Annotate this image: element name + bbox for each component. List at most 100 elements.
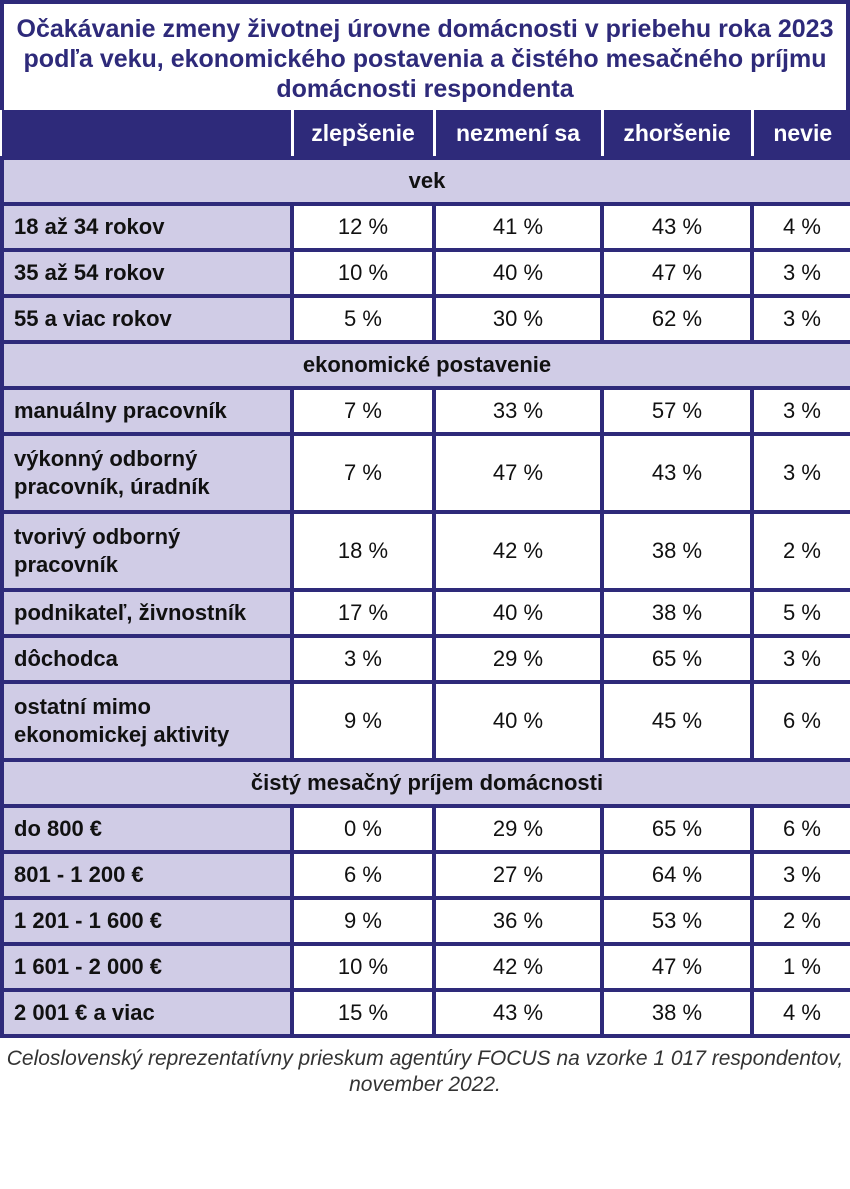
value-cell: 6 % [290, 850, 436, 900]
value-cell: 38 % [600, 988, 754, 1038]
value-cell: 30 % [432, 294, 604, 344]
value-cell: 2 % [750, 510, 850, 592]
row-label: podnikateľ, živnostník [0, 588, 294, 638]
value-cell: 10 % [290, 942, 436, 992]
value-cell: 4 % [750, 988, 850, 1038]
data-table: zlepšenie nezmení sa zhoršenie nevie vek… [0, 110, 850, 1038]
value-cell: 36 % [432, 896, 604, 946]
row-label: manuálny pracovník [0, 386, 294, 436]
section-row: ekonomické postavenie [0, 340, 850, 390]
value-cell: 57 % [600, 386, 754, 436]
row-label: do 800 € [0, 804, 294, 854]
row-label: dôchodca [0, 634, 294, 684]
value-cell: 27 % [432, 850, 604, 900]
value-cell: 3 % [750, 634, 850, 684]
table-row: 1 601 - 2 000 €10 % 42 % 47 % 1 % [0, 942, 850, 992]
value-cell: 43 % [600, 432, 754, 514]
row-label: 2 001 € a viac [0, 988, 294, 1038]
footnote: Celoslovenský reprezentatívny prieskum a… [6, 1047, 844, 1096]
header-blank [2, 110, 294, 158]
value-cell: 47 % [600, 942, 754, 992]
table-row: 1 201 - 1 600 €9 % 36 % 53 % 2 % [0, 896, 850, 946]
table-row: 18 až 34 rokov 12 % 41 % 43 % 4 % [0, 202, 850, 252]
value-cell: 38 % [600, 510, 754, 592]
value-cell: 7 % [290, 432, 436, 514]
value-cell: 12 % [290, 202, 436, 252]
table-row: výkonný odborný pracovník, úradník 7 % 47 … [0, 432, 850, 514]
section-label: vek [0, 156, 850, 206]
value-cell: 6 % [750, 680, 850, 762]
row-label: ostatní mimo ekonomickej aktivity [0, 680, 294, 762]
row-label: 1 601 - 2 000 € [0, 942, 294, 992]
table-row: 55 a viac rokov 5 % 30 % 62 % 3 % [0, 294, 850, 344]
row-label: výkonný odborný pracovník, úradník [0, 432, 294, 514]
value-cell: 43 % [600, 202, 754, 252]
value-cell: 33 % [432, 386, 604, 436]
value-cell: 62 % [600, 294, 754, 344]
value-cell: 41 % [432, 202, 604, 252]
value-cell: 64 % [600, 850, 754, 900]
value-cell: 9 % [290, 896, 436, 946]
value-cell: 3 % [750, 248, 850, 298]
value-cell: 18 % [290, 510, 436, 592]
section-label: čistý mesačný príjem domácnosti [0, 758, 850, 808]
value-cell: 3 % [290, 634, 436, 684]
value-cell: 7 % [290, 386, 436, 436]
value-cell: 10 % [290, 248, 436, 298]
value-cell: 3 % [750, 386, 850, 436]
header-row: zlepšenie nezmení sa zhoršenie nevie [2, 110, 850, 158]
table-row: 35 až 54 rokov 10 % 40 % 47 % 3 % [0, 248, 850, 298]
table-row: manuálny pracovník 7 % 33 % 57 % 3 % [0, 386, 850, 436]
value-cell: 47 % [600, 248, 754, 298]
row-label: 1 201 - 1 600 € [0, 896, 294, 946]
value-cell: 5 % [290, 294, 436, 344]
value-cell: 2 % [750, 896, 850, 946]
table-row: do 800 €0 % 29 % 65 % 6 % [0, 804, 850, 854]
value-cell: 3 % [750, 432, 850, 514]
value-cell: 42 % [432, 510, 604, 592]
value-cell: 15 % [290, 988, 436, 1038]
table-row: 801 - 1 200 €6 % 27 % 64 % 3 % [0, 850, 850, 900]
value-cell: 53 % [600, 896, 754, 946]
value-cell: 65 % [600, 804, 754, 854]
value-cell: 43 % [432, 988, 604, 1038]
column-header: nezmení sa [432, 110, 604, 158]
row-label: 18 až 34 rokov [0, 202, 294, 252]
table-row: dôchodca 3 % 29 % 65 % 3 % [0, 634, 850, 684]
table-row: ostatní mimo ekonomickej aktivity 9 % 40 %… [0, 680, 850, 762]
value-cell: 29 % [432, 804, 604, 854]
value-cell: 0 % [290, 804, 436, 854]
value-cell: 4 % [750, 202, 850, 252]
table-row: 2 001 € a viac 15 % 43 % 38 % 4 % [0, 988, 850, 1038]
table-title: Očakávanie zmeny životnej úrovne domácno… [16, 15, 834, 103]
column-header: zlepšenie [290, 110, 436, 158]
section-label: ekonomické postavenie [0, 340, 850, 390]
value-cell: 40 % [432, 588, 604, 638]
value-cell: 65 % [600, 634, 754, 684]
table-frame: Očakávanie zmeny životnej úrovne domácno… [0, 0, 850, 110]
value-cell: 5 % [750, 588, 850, 638]
value-cell: 1 % [750, 942, 850, 992]
value-cell: 3 % [750, 850, 850, 900]
section-row: vek [0, 156, 850, 206]
row-label: 55 a viac rokov [0, 294, 294, 344]
value-cell: 6 % [750, 804, 850, 854]
table-row: tvorivý odborný pracovník 18 % 42 % 38 % 2 % [0, 510, 850, 592]
value-cell: 40 % [432, 248, 604, 298]
value-cell: 47 % [432, 432, 604, 514]
value-cell: 3 % [750, 294, 850, 344]
value-cell: 29 % [432, 634, 604, 684]
value-cell: 17 % [290, 588, 436, 638]
row-label: 801 - 1 200 € [0, 850, 294, 900]
column-header: nevie [750, 110, 850, 158]
section-row: čistý mesačný príjem domácnosti [0, 758, 850, 808]
value-cell: 9 % [290, 680, 436, 762]
value-cell: 42 % [432, 942, 604, 992]
value-cell: 40 % [432, 680, 604, 762]
value-cell: 38 % [600, 588, 754, 638]
row-label: tvorivý odborný pracovník [0, 510, 294, 592]
row-label: 35 až 54 rokov [0, 248, 294, 298]
column-header: zhoršenie [600, 110, 754, 158]
table-row: podnikateľ, živnostník 17 % 40 % 38 % 5 % [0, 588, 850, 638]
value-cell: 45 % [600, 680, 754, 762]
